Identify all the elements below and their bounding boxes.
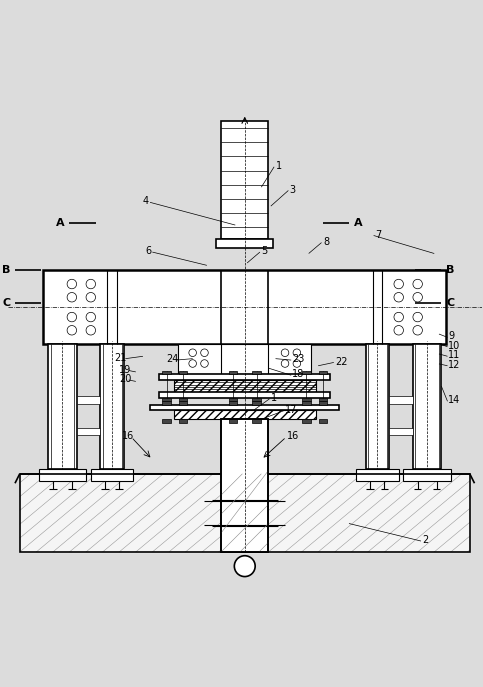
Bar xyxy=(174,380,316,392)
Text: 3: 3 xyxy=(290,185,296,194)
Text: 10: 10 xyxy=(448,341,461,351)
Bar xyxy=(43,270,446,344)
Text: 4: 4 xyxy=(143,196,149,206)
Text: C: C xyxy=(2,298,10,308)
Bar xyxy=(302,370,311,374)
Bar xyxy=(252,398,261,401)
Polygon shape xyxy=(20,474,470,552)
Bar xyxy=(159,392,330,398)
Text: 12: 12 xyxy=(448,360,461,370)
Text: 8: 8 xyxy=(323,236,329,247)
Bar xyxy=(221,419,269,552)
Bar xyxy=(228,401,237,405)
Bar xyxy=(178,344,311,374)
Text: 7: 7 xyxy=(375,229,381,240)
Bar xyxy=(179,401,187,405)
Bar xyxy=(228,419,237,423)
Bar xyxy=(389,396,413,404)
Bar xyxy=(252,370,261,374)
Bar xyxy=(91,469,133,481)
Bar xyxy=(221,121,269,239)
Bar xyxy=(221,419,269,552)
Circle shape xyxy=(234,556,255,576)
Text: 24: 24 xyxy=(167,354,179,364)
Bar xyxy=(302,401,311,405)
Bar xyxy=(302,419,311,423)
Bar xyxy=(403,469,451,481)
Bar xyxy=(159,374,330,380)
Text: 23: 23 xyxy=(292,354,304,364)
Text: 9: 9 xyxy=(448,331,455,341)
Text: 19: 19 xyxy=(119,365,131,374)
Text: 11: 11 xyxy=(448,350,461,361)
Text: B: B xyxy=(2,265,10,275)
Bar xyxy=(319,401,327,405)
Text: B: B xyxy=(446,265,455,275)
Text: 5: 5 xyxy=(261,246,268,256)
Text: A: A xyxy=(354,218,362,227)
Bar xyxy=(174,410,316,419)
Bar xyxy=(228,370,237,374)
Bar xyxy=(319,398,327,401)
Text: 14: 14 xyxy=(448,395,461,405)
Bar xyxy=(319,370,327,374)
Text: 1: 1 xyxy=(271,393,277,403)
Bar xyxy=(179,398,187,401)
Bar xyxy=(150,405,340,410)
Bar xyxy=(366,344,389,469)
Bar xyxy=(77,396,100,404)
Bar xyxy=(179,370,187,374)
Bar xyxy=(162,419,171,423)
Bar xyxy=(413,344,441,469)
Text: 16: 16 xyxy=(287,431,299,441)
Bar xyxy=(162,401,171,405)
Bar xyxy=(100,344,124,469)
Bar xyxy=(389,427,413,435)
Bar xyxy=(216,239,273,248)
Text: C: C xyxy=(446,298,454,308)
Bar xyxy=(356,469,398,481)
Bar xyxy=(162,398,171,401)
Bar xyxy=(20,474,470,552)
Text: 17: 17 xyxy=(285,405,298,415)
Bar xyxy=(77,427,100,435)
Bar xyxy=(252,419,261,423)
Bar xyxy=(228,398,237,401)
Text: 2: 2 xyxy=(423,535,428,545)
Text: 16: 16 xyxy=(122,431,134,441)
Text: 20: 20 xyxy=(119,374,131,384)
Bar xyxy=(179,419,187,423)
Bar xyxy=(39,469,86,481)
Text: 22: 22 xyxy=(335,357,347,366)
Bar xyxy=(252,401,261,405)
Bar xyxy=(319,419,327,423)
Text: 1: 1 xyxy=(275,161,282,171)
Text: 6: 6 xyxy=(145,246,151,256)
Bar xyxy=(48,344,77,469)
Bar xyxy=(162,370,171,374)
Text: 21: 21 xyxy=(114,352,127,363)
Text: A: A xyxy=(56,218,65,227)
Text: 18: 18 xyxy=(292,370,304,379)
Bar xyxy=(302,398,311,401)
